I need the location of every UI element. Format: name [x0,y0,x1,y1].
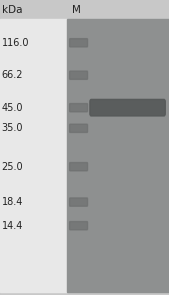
FancyBboxPatch shape [67,19,169,292]
FancyBboxPatch shape [70,124,88,132]
FancyBboxPatch shape [70,71,88,79]
FancyBboxPatch shape [70,39,88,47]
Text: 14.4: 14.4 [2,221,23,231]
FancyBboxPatch shape [0,19,67,292]
Text: 25.0: 25.0 [2,162,23,172]
Text: kDa: kDa [2,5,22,15]
Text: 116.0: 116.0 [2,38,29,48]
Text: 18.4: 18.4 [2,197,23,207]
Text: M: M [73,5,81,15]
Text: 35.0: 35.0 [2,123,23,133]
FancyBboxPatch shape [70,198,88,206]
FancyBboxPatch shape [70,104,88,112]
Text: 66.2: 66.2 [2,70,23,80]
FancyBboxPatch shape [90,99,165,116]
FancyBboxPatch shape [70,163,88,171]
Text: 45.0: 45.0 [2,103,23,113]
FancyBboxPatch shape [70,222,88,230]
